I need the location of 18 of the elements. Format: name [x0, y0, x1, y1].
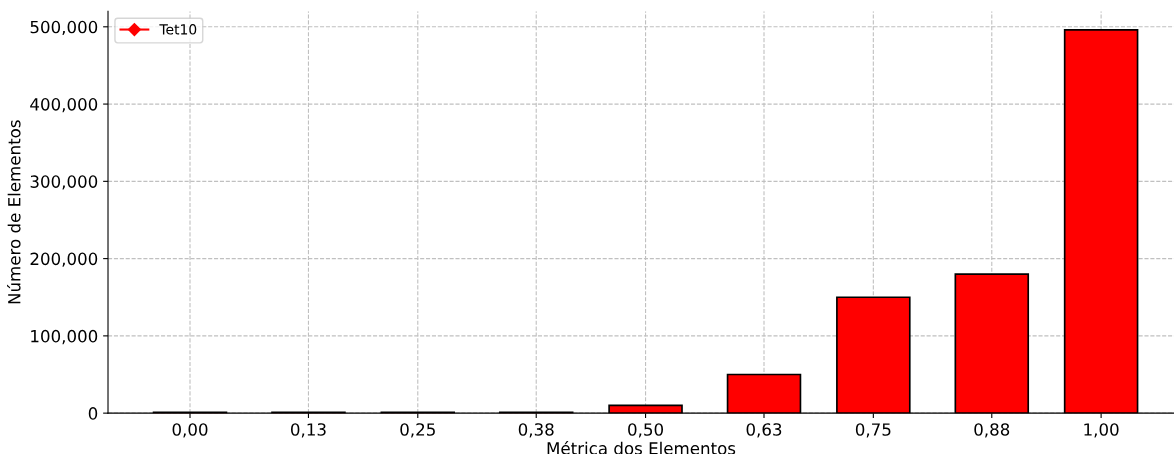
legend-label: Tet10 [159, 24, 197, 35]
y-tick-label: 400,000 [30, 98, 98, 113]
x-tick-label: 0,13 [291, 423, 326, 438]
y-tick-label: 0 [88, 407, 98, 420]
x-tick-label: 1,00 [1084, 423, 1119, 438]
x-tick-label: 0,25 [400, 423, 435, 438]
x-tick-label: 0,50 [628, 423, 664, 438]
x-tick-label: 0,38 [518, 423, 554, 438]
y-tick-label: 300,000 [30, 175, 98, 190]
x-tick-label: 0,00 [172, 423, 208, 438]
y-axis-title: Número de Elementos [7, 120, 21, 304]
y-tick-label: 100,000 [31, 329, 98, 345]
x-tick-label: 0,75 [855, 423, 891, 438]
y-tick-label: 200,000 [30, 252, 98, 267]
x-tick-label: 0,63 [746, 423, 782, 438]
y-tick-label: 500,000 [30, 20, 98, 36]
x-tick-label: 0,88 [974, 423, 1010, 438]
x-axis-title: Métrica dos Elementos [547, 441, 736, 454]
